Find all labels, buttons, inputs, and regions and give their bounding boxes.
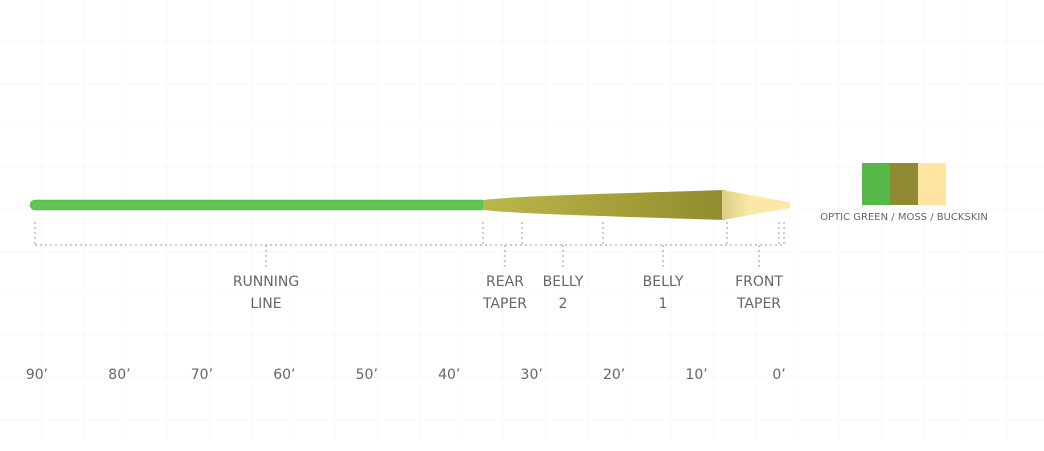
swatch-moss [890, 163, 918, 205]
section-label: TAPER [736, 296, 781, 312]
scale-label: 80’ [108, 367, 130, 383]
scale-label: 60’ [273, 367, 295, 383]
scale-label: 50’ [356, 367, 378, 383]
swatch-buckskin [918, 163, 946, 205]
section-label: 2 [559, 296, 568, 312]
scale-label: 10’ [685, 367, 707, 383]
front-tip [722, 190, 790, 220]
bracket [34, 222, 785, 270]
taper-body [483, 190, 735, 220]
scale-label: 20’ [603, 367, 625, 383]
legend-label: OPTIC GREEN / MOSS / BUCKSKIN [820, 212, 988, 223]
section-label: BELLY [543, 274, 584, 290]
scale-label: 30’ [521, 367, 543, 383]
section-label: REAR [486, 274, 524, 290]
section-label: 1 [659, 296, 668, 312]
section-label: BELLY [643, 274, 684, 290]
background-grid [0, 0, 1044, 440]
section-label: TAPER [482, 296, 527, 312]
scale-label: 90’ [26, 367, 48, 383]
section-label: LINE [250, 296, 281, 312]
scale-label: 40’ [438, 367, 460, 383]
scale-label: 70’ [191, 367, 213, 383]
swatch-optic-green [862, 163, 890, 205]
scale-label: 0’ [772, 367, 785, 383]
section-label: FRONT [735, 274, 783, 290]
section-label: RUNNING [233, 274, 299, 290]
running-line [29, 199, 487, 211]
